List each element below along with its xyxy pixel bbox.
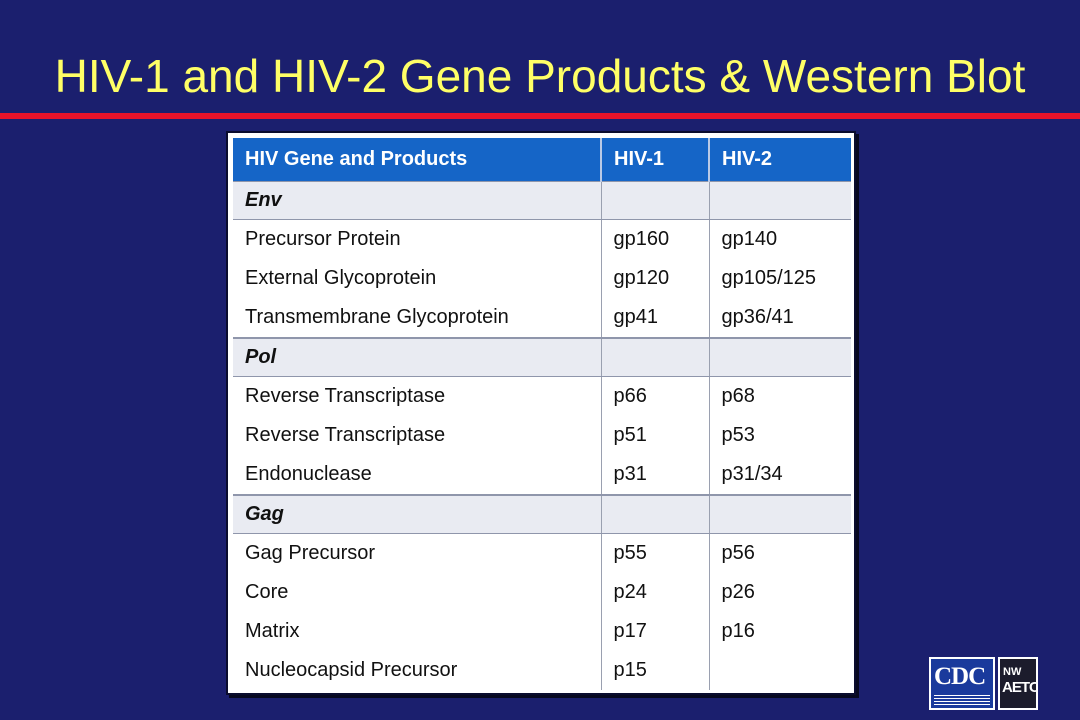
product-name-cell: Core [233,572,602,612]
product-name-cell: Transmembrane Glycoprotein [233,297,602,338]
hiv2-product-cell: p68 [721,384,755,407]
product-name-cell: External Glycoprotein [233,258,602,298]
hiv2-product-cell: p31/34 [721,462,783,485]
section-empty-cell [709,493,851,534]
section-empty-cell [709,336,851,377]
table-header-row: HIV Gene and Products HIV-1 HIV-2 [233,138,851,182]
product-name-cell: Reverse Transcriptase [233,415,602,455]
hiv2-product-cell: gp105/125 [721,266,817,289]
table-row: Precursor Protein gp160 gp140 [233,219,851,259]
hiv1-product-cell: p51 [601,415,710,455]
hiv1-product-cell: gp160 [601,219,710,259]
gene-products-table-frame: HIV Gene and Products HIV-1 HIV-2 Env Pre… [228,133,854,693]
section-empty-cell [709,181,851,220]
hiv1-product-cell: p31 [601,454,710,495]
table-row: External Glycoprotein gp120 gp105/125 [233,258,851,298]
table-row: Gag Precursor p55 p56 [233,533,851,573]
table-row: Core p24 p26 [233,572,851,612]
nw-aetc-logo: NW AETC [998,657,1038,710]
product-name-cell: Matrix [233,611,602,651]
cdc-logo-text: CDC [934,663,986,690]
nw-aetc-logo-nw: NW [1003,666,1022,678]
section-name: Pol [233,336,602,377]
product-name-cell: Reverse Transcriptase [233,376,602,416]
table-row: Reverse Transcriptase p51 p53 [233,415,851,455]
product-name-cell: Precursor Protein [233,219,602,259]
hiv2-product-cell: p16 [721,619,755,642]
hiv2-product-cell: gp36/41 [721,305,794,328]
hiv1-product-cell: p24 [601,572,710,612]
hiv2-product-cell: p26 [721,580,755,603]
product-name-cell: Nucleocapsid Precursor [233,650,602,690]
section-row-pol: Pol [233,336,851,377]
section-row-env: Env [233,181,851,220]
hiv1-product-cell: p17 [601,611,710,651]
header-hiv2: HIV-2 [709,138,851,182]
section-empty-cell [601,336,710,377]
table-row: Reverse Transcriptase p66 p68 [233,376,851,416]
section-empty-cell [601,181,710,220]
gene-products-table: HIV Gene and Products HIV-1 HIV-2 Env Pre… [233,138,851,690]
nw-aetc-logo-text: AETC [1002,679,1038,696]
section-name: Env [233,181,602,220]
slide-title: HIV-1 and HIV-2 Gene Products & Western … [54,50,1026,102]
hiv2-product-cell [709,651,851,690]
product-name-cell: Gag Precursor [233,533,602,573]
hiv1-product-cell: gp120 [601,258,710,298]
table-row: Transmembrane Glycoprotein gp41 gp36/41 [233,297,851,338]
hiv1-product-cell: gp41 [601,297,710,338]
hiv2-product-cell: gp140 [721,227,778,250]
hiv2-product-cell: p56 [721,541,755,564]
table-row: Matrix p17 p16 [233,611,851,651]
cdc-logo-subtext [934,695,990,705]
section-empty-cell [601,493,710,534]
table-row: Nucleocapsid Precursor p15 [233,650,851,690]
header-hiv1: HIV-1 [601,138,710,182]
table-row: Endonuclease p31 p31/34 [233,454,851,495]
product-name-cell: Endonuclease [233,454,602,495]
hiv2-product-cell: p53 [721,423,755,446]
title-divider [0,113,1080,119]
cdc-logo: CDC [929,657,995,710]
section-row-gag: Gag [233,493,851,534]
logo-group: CDC NW AETC [929,657,1039,712]
hiv1-product-cell: p55 [601,533,710,573]
hiv1-product-cell: p66 [601,376,710,416]
header-gene-products: HIV Gene and Products [233,138,602,182]
section-name: Gag [233,493,602,534]
hiv1-product-cell: p15 [601,650,710,690]
